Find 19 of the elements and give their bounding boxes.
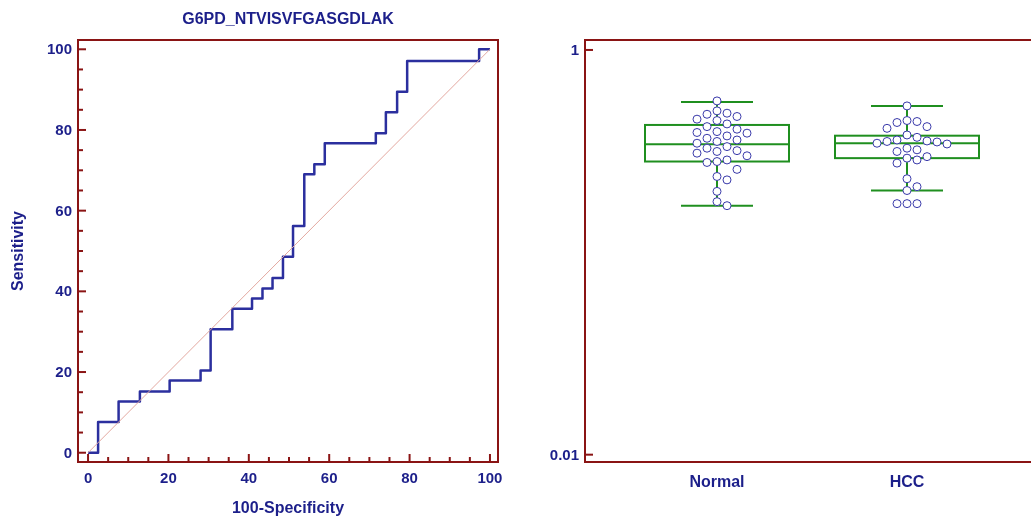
chart-title: G6PD_NTVISVFGASGDLAK	[182, 10, 395, 27]
x-tick-label: 20	[160, 469, 177, 486]
y-tick-label: 40	[55, 282, 72, 300]
x-tick-label: 100	[477, 469, 503, 486]
y-tick-label: 60	[55, 201, 72, 219]
x-tick-label: HCC	[889, 473, 925, 490]
y-tick-label: 80	[55, 120, 72, 138]
y-tick-label: 0	[63, 443, 72, 461]
x-axis-title: 100-Specificity	[231, 499, 345, 516]
x-tick-label: 80	[401, 469, 418, 486]
x-tick-label: Normal	[689, 473, 745, 490]
y-axis-title: Sensitivity	[9, 210, 26, 292]
y-tick-label: 100	[46, 40, 72, 58]
y-tick-label: 0.01	[549, 445, 579, 463]
x-tick-label: 40	[240, 469, 258, 486]
x-tick-label: 60	[320, 469, 338, 486]
y-tick-label: 1	[570, 40, 579, 58]
x-tick-label: 0	[83, 469, 93, 486]
y-tick-label: 20	[55, 363, 72, 381]
